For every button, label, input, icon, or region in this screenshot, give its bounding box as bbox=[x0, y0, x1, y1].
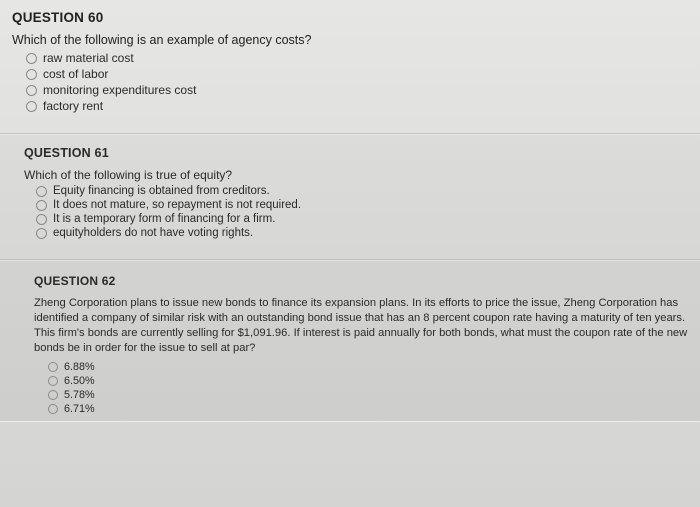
question-62-block: QUESTION 62 Zheng Corporation plans to i… bbox=[0, 260, 700, 421]
option-label: 6.88% bbox=[64, 361, 95, 373]
option-label: 6.71% bbox=[64, 403, 95, 415]
question-62-option-0[interactable]: 6.88% bbox=[48, 361, 688, 373]
radio-icon bbox=[48, 390, 58, 400]
radio-icon bbox=[36, 200, 47, 211]
option-label: factory rent bbox=[43, 99, 103, 113]
question-61-option-2[interactable]: It is a temporary form of financing for … bbox=[36, 213, 688, 225]
option-label: 5.78% bbox=[64, 389, 95, 401]
question-60-option-1[interactable]: cost of labor bbox=[26, 67, 688, 81]
question-62-option-1[interactable]: 6.50% bbox=[48, 375, 688, 387]
radio-icon bbox=[26, 53, 37, 64]
radio-icon bbox=[26, 101, 37, 112]
option-label: equityholders do not have voting rights. bbox=[53, 227, 253, 239]
question-61-option-1[interactable]: It does not mature, so repayment is not … bbox=[36, 199, 688, 211]
question-60-title: QUESTION 60 bbox=[12, 10, 688, 25]
radio-icon bbox=[48, 404, 58, 414]
radio-icon bbox=[36, 214, 47, 225]
question-60-block: QUESTION 60 Which of the following is an… bbox=[0, 0, 700, 134]
question-61-options: Equity financing is obtained from credit… bbox=[24, 185, 688, 239]
question-62-prompt: Zheng Corporation plans to issue new bon… bbox=[34, 296, 688, 356]
option-label: monitoring expenditures cost bbox=[43, 83, 196, 97]
question-61-block: QUESTION 61 Which of the following is tr… bbox=[0, 134, 700, 260]
option-label: raw material cost bbox=[43, 51, 134, 65]
question-60-option-3[interactable]: factory rent bbox=[26, 99, 688, 113]
question-62-option-2[interactable]: 5.78% bbox=[48, 389, 688, 401]
radio-icon bbox=[26, 69, 37, 80]
radio-icon bbox=[36, 228, 47, 239]
radio-icon bbox=[48, 362, 58, 372]
question-60-prompt: Which of the following is an example of … bbox=[12, 33, 688, 47]
radio-icon bbox=[36, 186, 47, 197]
radio-icon bbox=[26, 85, 37, 96]
option-label: It does not mature, so repayment is not … bbox=[53, 199, 301, 211]
question-61-option-0[interactable]: Equity financing is obtained from credit… bbox=[36, 185, 688, 197]
option-label: It is a temporary form of financing for … bbox=[53, 213, 275, 225]
option-label: 6.50% bbox=[64, 375, 95, 387]
question-62-option-3[interactable]: 6.71% bbox=[48, 403, 688, 415]
question-62-options: 6.88% 6.50% 5.78% 6.71% bbox=[34, 361, 688, 415]
question-60-option-2[interactable]: monitoring expenditures cost bbox=[26, 83, 688, 97]
question-60-option-0[interactable]: raw material cost bbox=[26, 51, 688, 65]
quiz-page: QUESTION 60 Which of the following is an… bbox=[0, 0, 700, 507]
question-60-options: raw material cost cost of labor monitori… bbox=[12, 51, 688, 113]
question-61-option-3[interactable]: equityholders do not have voting rights. bbox=[36, 227, 688, 239]
radio-icon bbox=[48, 376, 58, 386]
question-61-title: QUESTION 61 bbox=[24, 146, 688, 160]
question-62-title: QUESTION 62 bbox=[34, 274, 688, 288]
option-label: Equity financing is obtained from credit… bbox=[53, 185, 270, 197]
question-61-prompt: Which of the following is true of equity… bbox=[24, 168, 688, 182]
option-label: cost of labor bbox=[43, 67, 108, 81]
